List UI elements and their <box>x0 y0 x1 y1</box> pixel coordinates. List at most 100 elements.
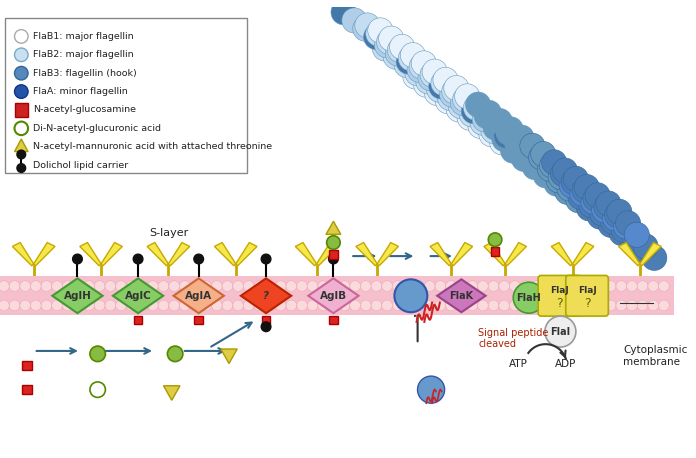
Bar <box>22 360 32 370</box>
Circle shape <box>383 44 409 69</box>
Circle shape <box>476 100 502 125</box>
Circle shape <box>105 300 116 311</box>
FancyBboxPatch shape <box>538 275 580 316</box>
Circle shape <box>222 300 232 311</box>
Circle shape <box>329 300 339 311</box>
Circle shape <box>658 300 670 311</box>
Circle shape <box>500 138 525 163</box>
Circle shape <box>9 300 20 311</box>
FancyBboxPatch shape <box>5 18 247 173</box>
Circle shape <box>483 115 508 140</box>
Circle shape <box>603 206 628 231</box>
Circle shape <box>572 178 597 203</box>
Polygon shape <box>33 243 55 266</box>
Polygon shape <box>640 243 661 266</box>
Circle shape <box>388 38 413 63</box>
Circle shape <box>626 300 638 311</box>
Circle shape <box>90 346 105 361</box>
Circle shape <box>576 196 602 221</box>
Polygon shape <box>164 386 180 400</box>
Circle shape <box>442 79 467 104</box>
Circle shape <box>584 281 594 291</box>
Circle shape <box>648 281 658 291</box>
Circle shape <box>498 117 523 142</box>
Circle shape <box>552 281 563 291</box>
Circle shape <box>592 197 617 223</box>
Circle shape <box>422 59 448 84</box>
Circle shape <box>461 98 487 124</box>
Circle shape <box>445 300 457 311</box>
Circle shape <box>599 213 624 237</box>
Circle shape <box>331 0 356 25</box>
Bar <box>15 103 28 117</box>
Circle shape <box>396 49 421 74</box>
Circle shape <box>545 316 576 347</box>
Circle shape <box>514 143 539 168</box>
Circle shape <box>126 300 137 311</box>
Polygon shape <box>236 243 257 266</box>
Circle shape <box>658 281 670 291</box>
Circle shape <box>222 281 232 291</box>
Circle shape <box>403 64 428 89</box>
Circle shape <box>339 300 350 311</box>
Circle shape <box>435 281 445 291</box>
Circle shape <box>555 180 580 204</box>
Polygon shape <box>15 139 28 152</box>
Circle shape <box>557 176 582 201</box>
Circle shape <box>116 281 126 291</box>
Circle shape <box>522 155 547 180</box>
Circle shape <box>601 209 626 234</box>
Circle shape <box>148 281 158 291</box>
Circle shape <box>190 281 201 291</box>
Circle shape <box>616 300 626 311</box>
Circle shape <box>413 281 425 291</box>
Circle shape <box>580 189 606 214</box>
Circle shape <box>516 140 541 165</box>
Circle shape <box>15 121 28 135</box>
Circle shape <box>418 65 443 91</box>
Circle shape <box>15 30 28 43</box>
Circle shape <box>477 300 488 311</box>
Polygon shape <box>308 278 358 313</box>
Circle shape <box>386 41 411 66</box>
Circle shape <box>626 281 638 291</box>
Circle shape <box>20 300 31 311</box>
Circle shape <box>416 69 441 94</box>
Circle shape <box>390 34 415 60</box>
Circle shape <box>531 300 541 311</box>
Circle shape <box>507 128 532 153</box>
Circle shape <box>63 281 73 291</box>
Circle shape <box>413 72 438 97</box>
Circle shape <box>496 120 521 145</box>
Circle shape <box>474 104 500 129</box>
Circle shape <box>425 81 450 105</box>
Bar <box>262 316 271 324</box>
Circle shape <box>505 131 530 157</box>
Circle shape <box>116 300 126 311</box>
Circle shape <box>535 159 560 185</box>
Circle shape <box>365 21 391 46</box>
Circle shape <box>620 229 645 254</box>
Circle shape <box>201 281 212 291</box>
Circle shape <box>487 109 512 134</box>
Text: FlaA: minor flagellin: FlaA: minor flagellin <box>33 87 127 96</box>
Text: FlaK: FlaK <box>450 291 473 301</box>
Circle shape <box>326 236 340 249</box>
Circle shape <box>158 281 169 291</box>
Circle shape <box>464 95 489 120</box>
Circle shape <box>583 186 608 211</box>
Bar <box>329 316 338 324</box>
Circle shape <box>445 281 457 291</box>
Circle shape <box>642 245 667 270</box>
Circle shape <box>254 300 264 311</box>
Circle shape <box>615 211 640 236</box>
Polygon shape <box>168 243 190 266</box>
Circle shape <box>244 300 254 311</box>
Circle shape <box>169 281 180 291</box>
Circle shape <box>587 204 612 229</box>
Circle shape <box>393 300 403 311</box>
Circle shape <box>541 150 567 175</box>
Circle shape <box>52 300 63 311</box>
Circle shape <box>551 161 576 186</box>
Circle shape <box>561 169 586 195</box>
